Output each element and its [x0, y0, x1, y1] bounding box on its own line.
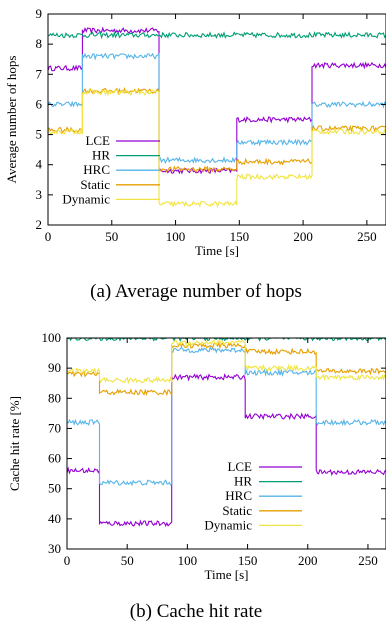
x-axis-label: Time [s]: [205, 567, 249, 582]
y-axis-label: Average number of hops: [4, 56, 19, 184]
legend-label-hr: HR: [92, 148, 110, 163]
series-line-lce: [67, 373, 386, 528]
plot-frame: [66, 337, 386, 550]
y-tick-label: 4: [36, 157, 43, 172]
x-tick-label: 0: [64, 553, 71, 568]
series-line-static: [48, 86, 386, 174]
y-tick-label: 3: [36, 187, 43, 202]
legend-label-hrc: HRC: [83, 162, 110, 177]
y-tick-label: 90: [48, 360, 61, 375]
legend-label-dynamic: Dynamic: [62, 191, 110, 206]
chart-cache-hit-rate: 0 50 100 150 200 250 30 40 50 60 70 80 90 100 Time [s]…: [7, 330, 386, 582]
series-line-hr: [48, 31, 386, 40]
y-tick-label: 9: [36, 6, 43, 21]
x-tick-label: 150: [238, 553, 258, 568]
series-line-hrc: [67, 346, 386, 487]
chart-average-hops: 0 50 100 150 200 250 2 3 4 5 6 7 8 9 Time [s] Average n…: [4, 6, 386, 258]
x-tick-label: 100: [166, 229, 186, 244]
y-tick-label: 50: [48, 481, 61, 496]
x-tick-label: 0: [45, 229, 52, 244]
y-tick-label: 6: [36, 96, 43, 111]
legend-label-lce: LCE: [227, 459, 252, 474]
legend-label-hr: HR: [234, 474, 252, 489]
y-tick-label: 2: [36, 217, 43, 232]
x-tick-label: 150: [230, 229, 250, 244]
caption-a: (a) Average number of hops: [90, 281, 302, 302]
legend-label-hrc: HRC: [225, 488, 252, 503]
x-tick-label: 200: [293, 229, 313, 244]
caption-b: (b) Cache hit rate: [130, 601, 262, 622]
series-line-dynamic: [48, 88, 386, 208]
y-tick-label: 60: [48, 451, 61, 466]
legend-label-static: Static: [222, 503, 252, 518]
y-tick-label: 40: [48, 511, 61, 526]
legend-label-static: Static: [80, 177, 110, 192]
y-tick-label: 30: [48, 541, 61, 556]
legend-label-lce: LCE: [85, 133, 110, 148]
series-line-hr: [67, 338, 386, 342]
legend-label-dynamic: Dynamic: [204, 517, 252, 532]
y-tick-label: 7: [36, 66, 43, 81]
series-line-dynamic: [67, 339, 386, 385]
plot-frame: [47, 13, 386, 226]
x-tick-label: 50: [121, 553, 134, 568]
y-axis-label: Cache hit rate [%]: [7, 396, 22, 491]
y-tick-label: 8: [36, 36, 43, 51]
x-tick-label: 250: [358, 553, 378, 568]
y-tick-label: 100: [42, 330, 62, 345]
x-tick-label: 200: [298, 553, 318, 568]
y-tick-label: 70: [48, 420, 61, 435]
y-tick-label: 5: [36, 127, 43, 142]
x-axis-label: Time [s]: [195, 243, 239, 258]
series-line-hrc: [48, 52, 386, 164]
y-tick-label: 80: [48, 390, 61, 405]
x-tick-label: 100: [178, 553, 198, 568]
series-line-static: [67, 341, 386, 397]
x-tick-label: 250: [357, 229, 377, 244]
x-tick-label: 50: [105, 229, 118, 244]
